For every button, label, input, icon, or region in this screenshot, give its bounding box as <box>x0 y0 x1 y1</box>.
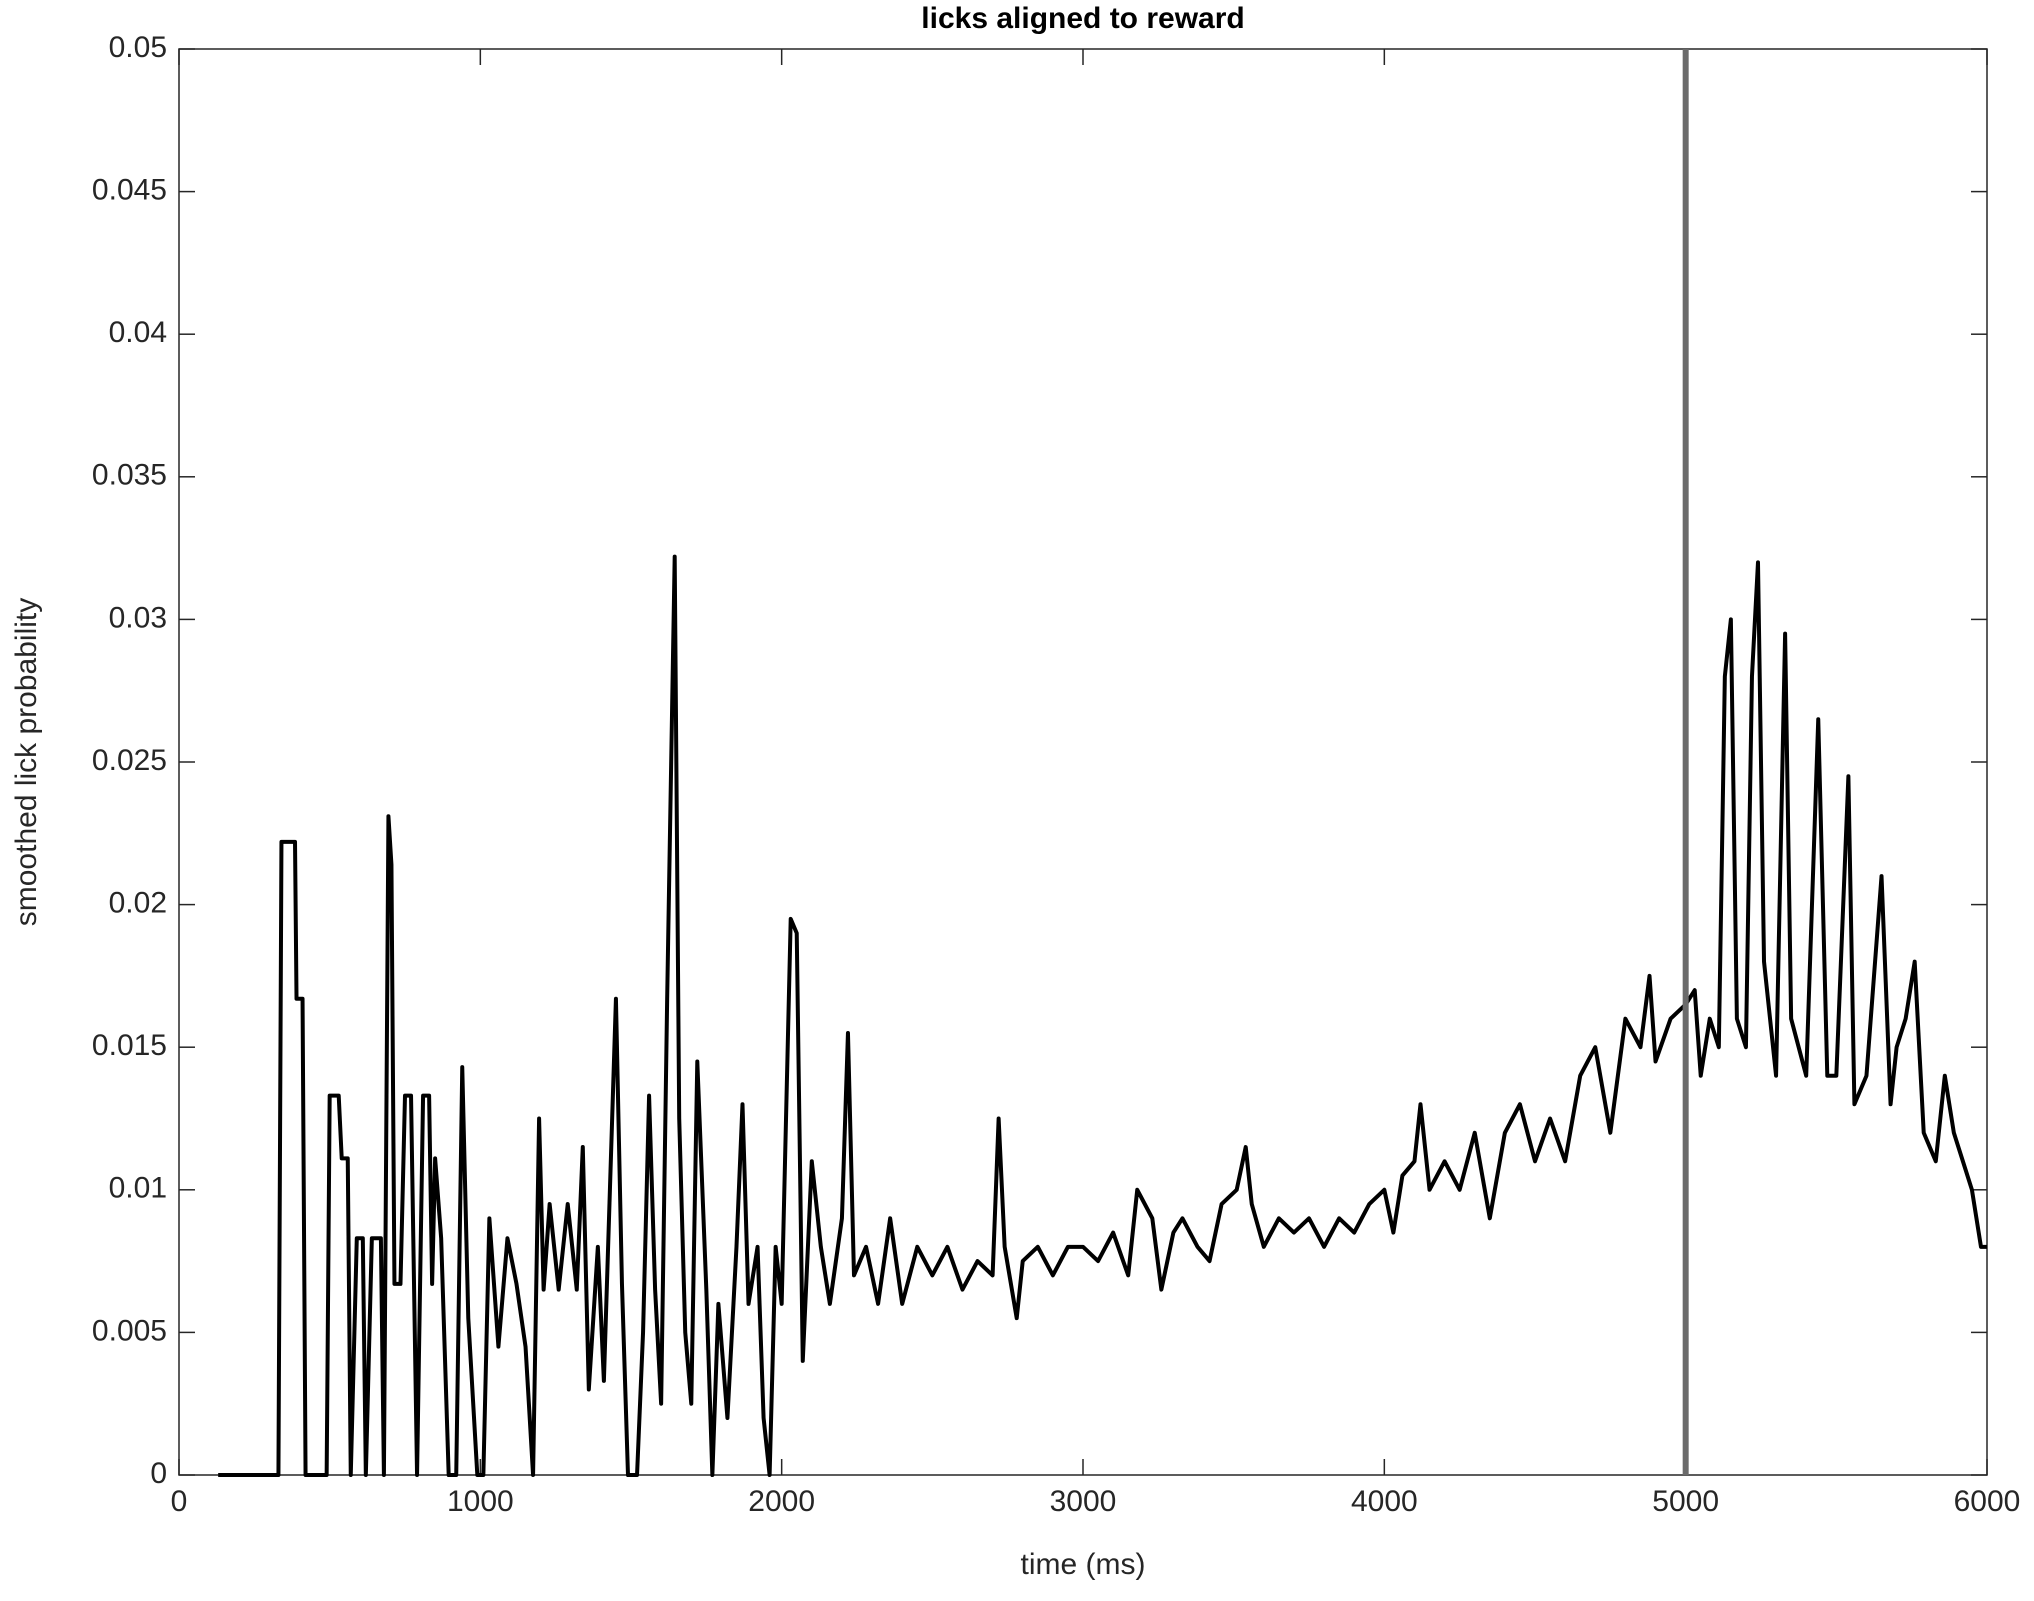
y-tick-label: 0.02 <box>109 887 167 920</box>
data-line <box>218 554 1987 1477</box>
y-tick-label: 0.045 <box>92 174 167 207</box>
x-tick-label: 3000 <box>1050 1485 1117 1518</box>
x-tick-label: 6000 <box>1954 1485 2021 1518</box>
y-tick-label: 0 <box>150 1457 167 1490</box>
y-tick-label: 0.005 <box>92 1314 167 1347</box>
y-tick-label: 0.05 <box>109 31 167 64</box>
y-tick-label: 0.035 <box>92 459 167 492</box>
x-tick-label: 4000 <box>1351 1485 1418 1518</box>
y-tick-label: 0.04 <box>109 316 167 349</box>
x-tick-label: 2000 <box>748 1485 815 1518</box>
x-tick-label: 0 <box>171 1485 188 1518</box>
y-tick-label: 0.025 <box>92 744 167 777</box>
x-axis-label: time (ms) <box>1021 1548 1146 1581</box>
chart-title: licks aligned to reward <box>921 2 1244 35</box>
y-tick-label: 0.01 <box>109 1172 167 1205</box>
y-axis-label: smoothed lick probability <box>10 598 43 927</box>
x-tick-label: 5000 <box>1652 1485 1719 1518</box>
y-tick-label: 0.015 <box>92 1029 167 1062</box>
x-tick-label: 1000 <box>447 1485 514 1518</box>
y-tick-label: 0.03 <box>109 601 167 634</box>
